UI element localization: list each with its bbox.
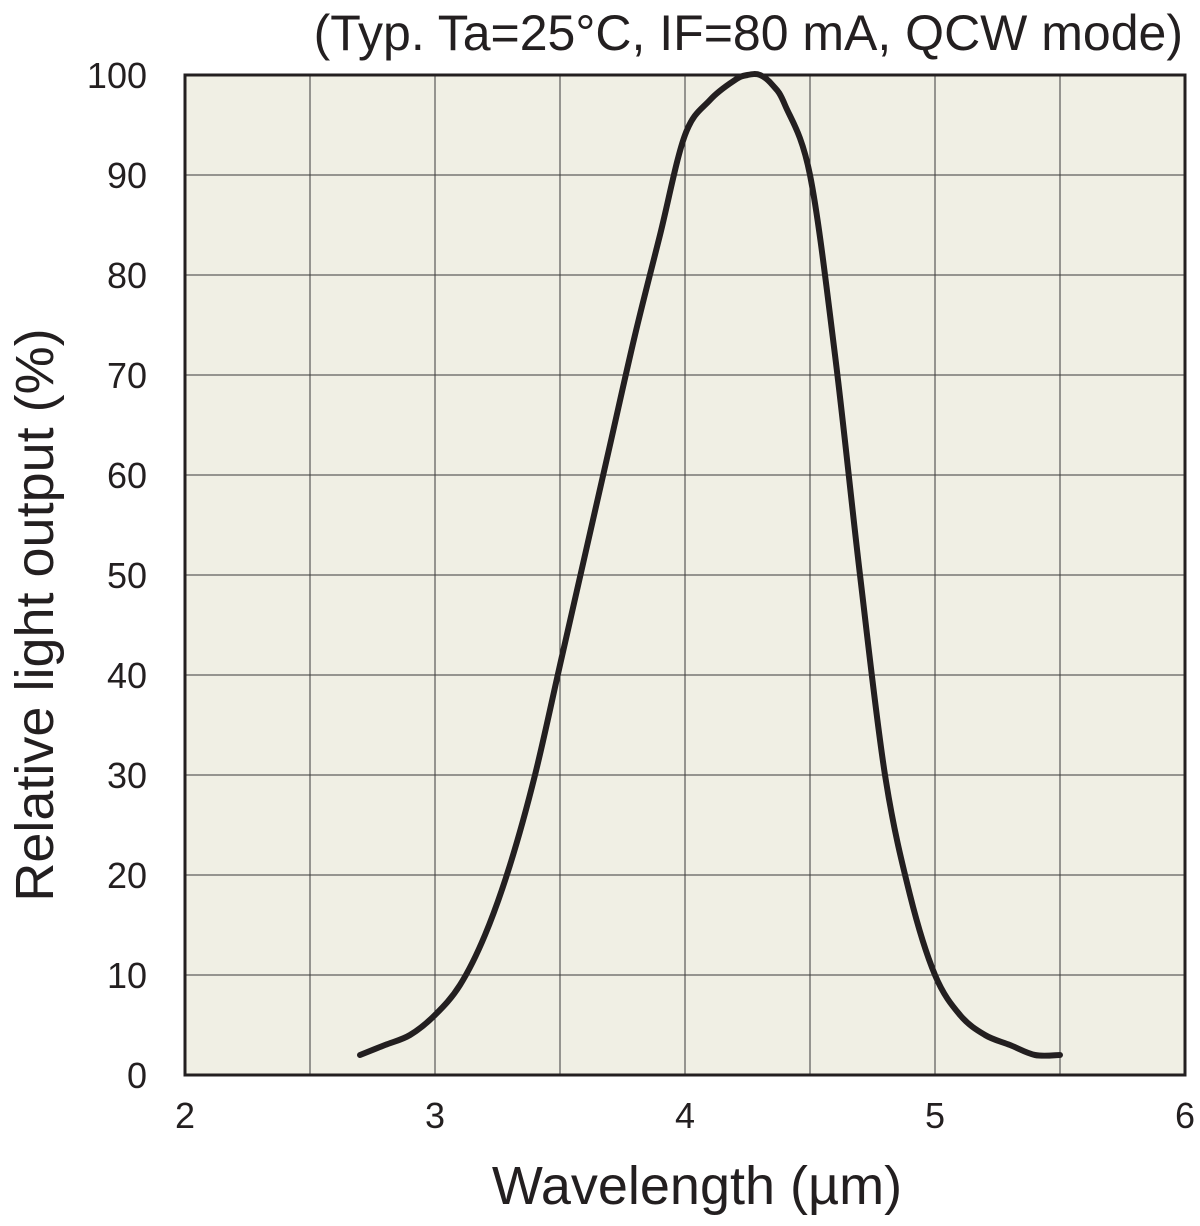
y-tick-label: 30 (107, 755, 147, 796)
y-tick-label: 90 (107, 155, 147, 196)
x-tick-label: 4 (675, 1095, 695, 1136)
y-tick-label: 0 (127, 1055, 147, 1096)
x-tick-label: 6 (1175, 1095, 1195, 1136)
series-line-relative-light-output (357, 71, 1063, 1059)
y-axis-title: Relative light output (%) (5, 328, 65, 901)
x-tick-label: 3 (425, 1095, 445, 1136)
y-tick-label: 40 (107, 655, 147, 696)
chart-title: (Typ. Ta=25°C, IF=80 mA, QCW mode) (314, 5, 1183, 61)
y-tick-label: 50 (107, 555, 147, 596)
y-tick-label: 60 (107, 455, 147, 496)
plot-frame (183, 73, 1187, 1077)
y-tick-label: 10 (107, 955, 147, 996)
x-tick-label: 2 (175, 1095, 195, 1136)
x-axis-title: Wavelength (µm) (492, 1156, 902, 1216)
y-tick-label: 20 (107, 855, 147, 896)
gridlines (185, 75, 1185, 1075)
x-tick-label: 5 (925, 1095, 945, 1136)
y-tick-label: 70 (107, 355, 147, 396)
y-tick-label: 100 (87, 55, 147, 96)
y-tick-label: 80 (107, 255, 147, 296)
